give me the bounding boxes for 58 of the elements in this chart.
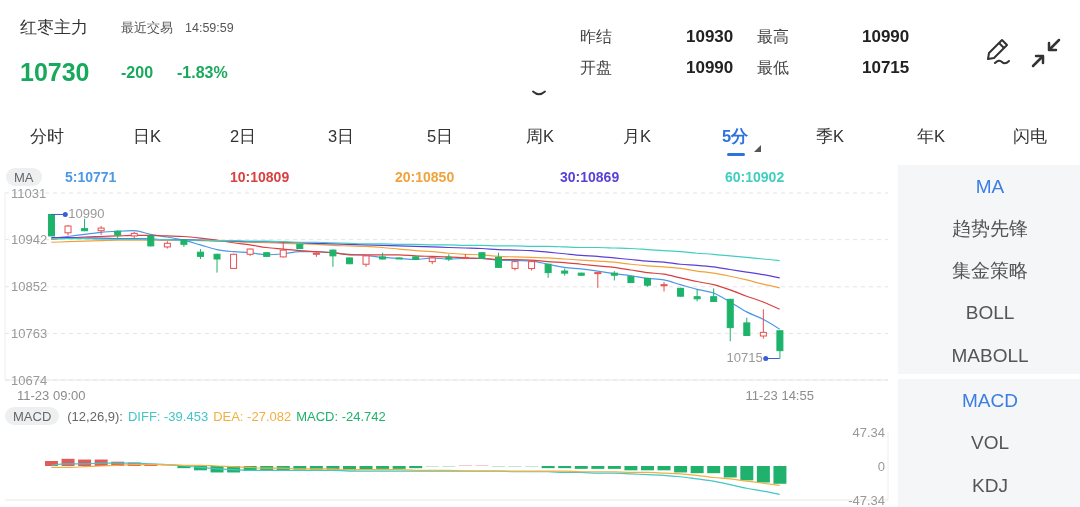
text: 趋势先锋 — [952, 218, 1028, 240]
text: 昨结 — [580, 27, 612, 47]
text: 周K — [525, 126, 555, 146]
text: 分时 — [30, 126, 64, 146]
y-tick-label: -47.34 — [848, 492, 885, 507]
text: 最高 — [757, 27, 789, 47]
text: 10930 — [686, 27, 734, 47]
text: 3日 — [327, 126, 355, 146]
text: -1.83% — [177, 63, 228, 83]
text: MABOLL — [951, 345, 1029, 367]
text: 5日 — [426, 126, 454, 146]
tag-pill: MA — [6, 167, 42, 186]
chart-title: MA — [14, 169, 34, 185]
y-tick-label: 10852 — [11, 279, 48, 295]
text: 60:10902 — [725, 168, 785, 185]
chart-title: MACD — [13, 409, 52, 424]
y-tick-label: 10674 — [11, 372, 48, 388]
text: 闪电 — [1013, 126, 1047, 146]
text: 10990 — [862, 27, 910, 47]
x-tick-label: 11-23 09:00 — [17, 388, 86, 404]
text: 30:10869 — [560, 168, 620, 185]
text: BOLL — [965, 302, 1015, 324]
text: MACD: -24.742 — [296, 408, 386, 424]
text: DEA: -27.082 — [213, 408, 292, 424]
y-tick-label: 10942 — [11, 232, 48, 248]
legend-title: (12,26,9): — [67, 408, 123, 424]
text: MA — [975, 176, 1005, 198]
text: 5:10771 — [65, 168, 117, 185]
text: 10:10809 — [230, 168, 290, 185]
text: KDJ — [972, 475, 1008, 497]
tag-pill: MACD — [5, 407, 60, 425]
text: 2日 — [229, 126, 257, 146]
text: 年K — [916, 126, 946, 146]
y-tick-label: 11031 — [11, 185, 47, 201]
text: 10990 — [686, 58, 734, 78]
text: DIFF: -39.453 — [127, 408, 209, 424]
text: 日K — [132, 126, 162, 146]
text: MACD — [962, 390, 1018, 412]
text: 最低 — [757, 58, 789, 78]
text: 10730 — [20, 57, 90, 87]
annotation: 10715 — [726, 350, 763, 366]
text: VOL — [970, 432, 1010, 454]
text: 月K — [622, 126, 652, 146]
text: 10715 — [862, 58, 910, 78]
y-tick-label: 47.34 — [852, 424, 885, 440]
text: 5分 — [721, 126, 749, 146]
y-tick-label: 0 — [877, 458, 885, 474]
text: 季K — [815, 126, 845, 146]
annotation: 10990 — [68, 206, 105, 222]
text: 集金策略 — [952, 260, 1028, 282]
text: 红枣主力 — [20, 18, 88, 38]
y-tick-label: 10763 — [11, 325, 48, 341]
text: 20:10850 — [395, 168, 455, 185]
x-tick-label: 11-23 14:55 — [745, 388, 814, 404]
text: -200 — [121, 63, 154, 83]
text: 最近交易 — [121, 20, 173, 36]
text: 14:59:59 — [185, 20, 234, 36]
text: 开盘 — [580, 58, 612, 78]
